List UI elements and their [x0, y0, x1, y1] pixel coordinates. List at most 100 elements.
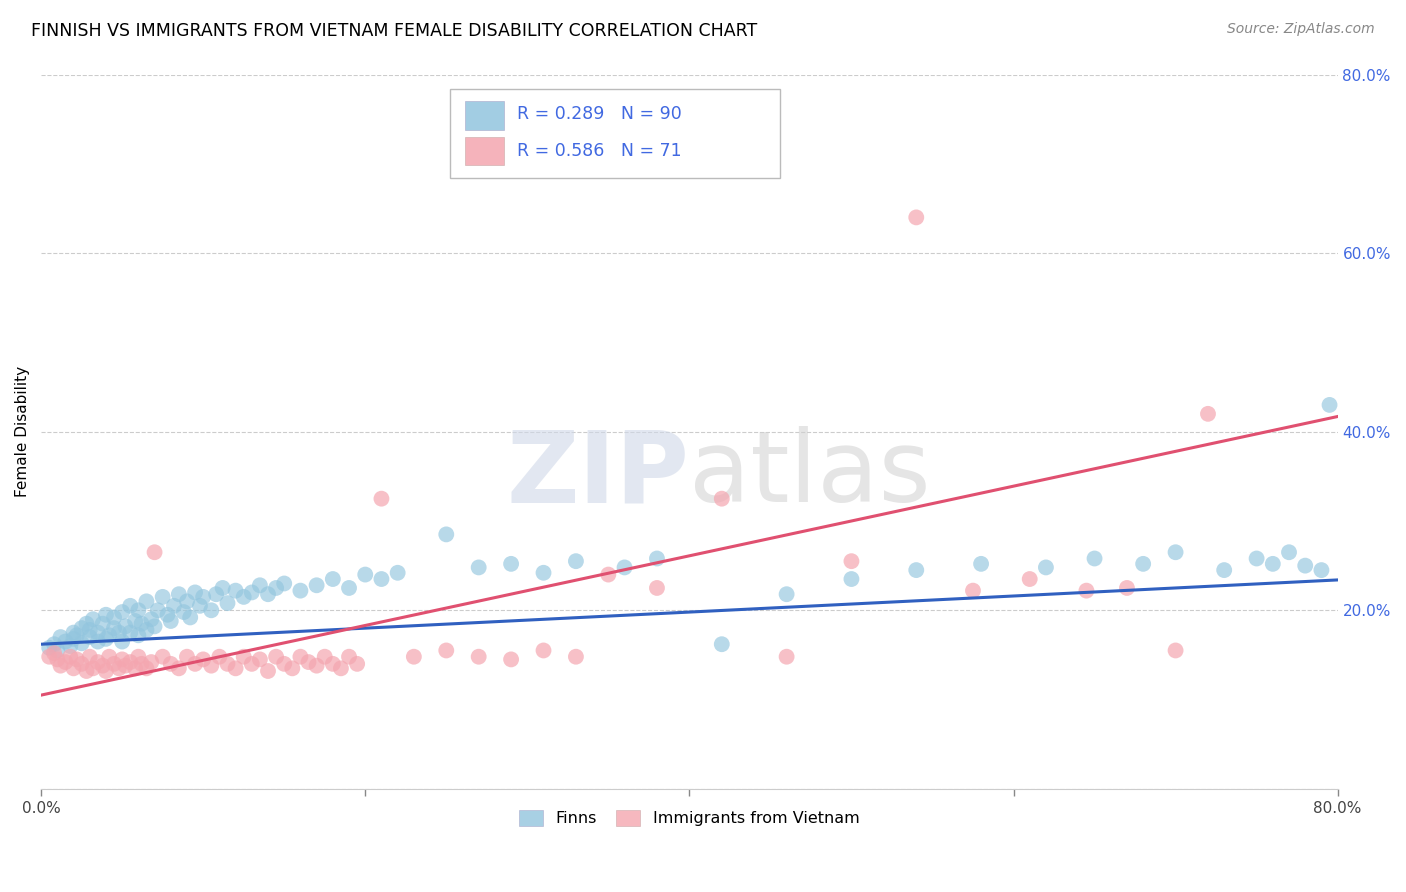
Point [337, 581, 360, 595]
Point [249, 578, 271, 592]
Point [290, 583, 312, 598]
Point [225, 661, 247, 675]
Point [124, 614, 146, 628]
Point [193, 652, 215, 666]
Point [232, 590, 254, 604]
Point [131, 657, 153, 671]
Point [49, 658, 72, 673]
Point [1083, 551, 1105, 566]
Point [131, 616, 153, 631]
Point [1246, 551, 1268, 566]
Point [467, 560, 489, 574]
Point [98, 649, 121, 664]
Point [70, 636, 93, 650]
Point [565, 649, 588, 664]
Point [143, 545, 166, 559]
Point [141, 655, 163, 669]
Point [176, 594, 198, 608]
Point [970, 557, 993, 571]
Point [156, 607, 179, 622]
Point [55, 634, 77, 648]
Point [370, 572, 392, 586]
Point [346, 657, 368, 671]
FancyBboxPatch shape [465, 136, 503, 165]
Point [370, 491, 392, 506]
Point [273, 657, 295, 671]
Point [1261, 557, 1284, 571]
Point [434, 643, 457, 657]
Point [91, 616, 114, 631]
Point [565, 554, 588, 568]
Point [124, 661, 146, 675]
Point [710, 491, 733, 506]
Point [184, 657, 207, 671]
Point [434, 527, 457, 541]
Point [70, 657, 93, 671]
Point [66, 628, 89, 642]
Point [240, 585, 263, 599]
Text: ZIP: ZIP [506, 426, 689, 523]
Point [305, 658, 328, 673]
Point [114, 658, 136, 673]
Point [1294, 558, 1316, 573]
Point [66, 652, 89, 666]
Point [152, 590, 174, 604]
Point [143, 619, 166, 633]
Point [62, 661, 84, 675]
Point [217, 657, 239, 671]
Point [281, 661, 304, 675]
Point [62, 625, 84, 640]
Point [905, 563, 928, 577]
Point [46, 652, 69, 666]
Point [94, 607, 117, 622]
Point [38, 640, 60, 655]
Point [314, 649, 336, 664]
FancyBboxPatch shape [450, 89, 780, 178]
Point [87, 655, 110, 669]
Point [264, 581, 287, 595]
Point [1116, 581, 1139, 595]
Point [1076, 583, 1098, 598]
Point [322, 572, 344, 586]
Point [135, 623, 157, 637]
FancyBboxPatch shape [465, 101, 503, 129]
Point [91, 658, 114, 673]
Point [42, 637, 65, 651]
Point [141, 612, 163, 626]
Point [354, 567, 377, 582]
Text: R = 0.289   N = 90: R = 0.289 N = 90 [517, 104, 682, 123]
Point [1278, 545, 1301, 559]
Point [114, 619, 136, 633]
Point [775, 587, 797, 601]
Point [1197, 407, 1219, 421]
Point [38, 649, 60, 664]
Point [111, 605, 134, 619]
Point [1164, 545, 1187, 559]
Point [193, 590, 215, 604]
Point [152, 649, 174, 664]
Point [103, 621, 125, 635]
Point [94, 664, 117, 678]
Point [79, 630, 101, 644]
Point [108, 661, 131, 675]
Point [76, 664, 98, 678]
Point [79, 649, 101, 664]
Point [94, 632, 117, 646]
Point [297, 655, 319, 669]
Point [710, 637, 733, 651]
Point [337, 649, 360, 664]
Point [79, 623, 101, 637]
Text: Source: ZipAtlas.com: Source: ZipAtlas.com [1227, 22, 1375, 37]
Point [1310, 563, 1333, 577]
Point [127, 649, 149, 664]
Point [103, 657, 125, 671]
Point [598, 567, 620, 582]
Point [167, 587, 190, 601]
Point [49, 630, 72, 644]
Point [240, 657, 263, 671]
Point [841, 554, 863, 568]
Point [217, 596, 239, 610]
Point [120, 655, 142, 669]
Point [127, 603, 149, 617]
Point [103, 610, 125, 624]
